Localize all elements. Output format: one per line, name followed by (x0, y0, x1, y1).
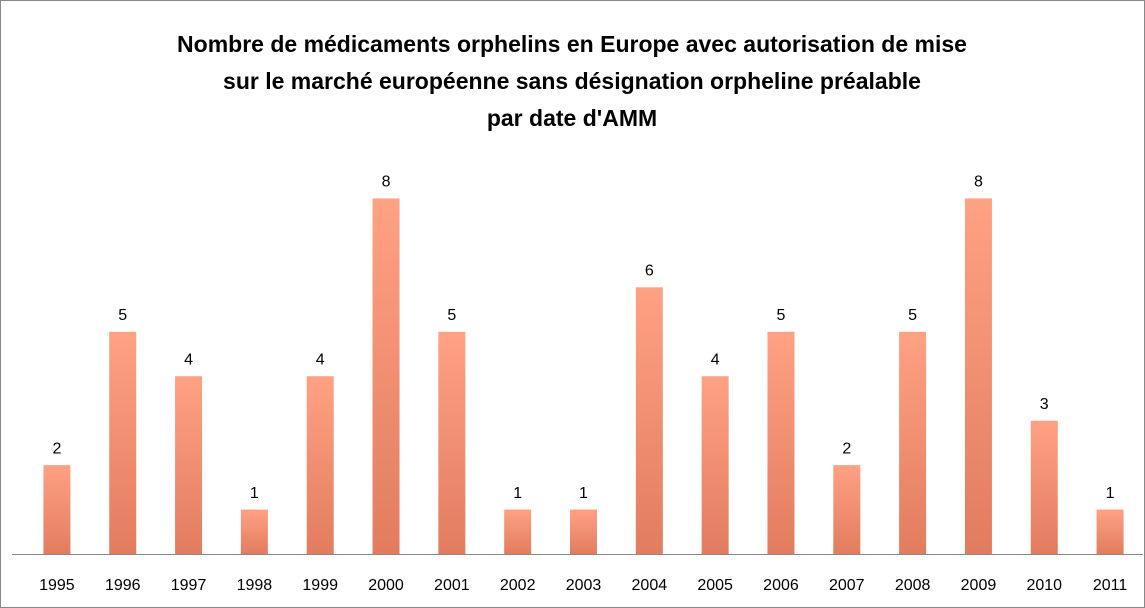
bar (833, 465, 861, 554)
bar (306, 376, 334, 554)
bar (767, 331, 795, 554)
data-label: 8 (974, 174, 983, 191)
x-tick-label: 2005 (697, 577, 733, 594)
data-label: 5 (908, 307, 917, 324)
x-tick-label: 2003 (566, 577, 602, 594)
data-label: 4 (316, 351, 325, 368)
x-tick-label: 2006 (763, 577, 799, 594)
data-label: 1 (513, 485, 522, 502)
data-label: 3 (1040, 396, 1049, 413)
data-label: 2 (842, 440, 851, 457)
x-tick-label: 2007 (829, 577, 865, 594)
x-tick-label: 1998 (237, 577, 273, 594)
x-tick-label: 2011 (1093, 577, 1128, 594)
bar (1030, 420, 1058, 554)
x-tick-label: 2001 (434, 577, 470, 594)
chart-title: Nombre de médicaments orphelins en Europ… (177, 31, 967, 57)
bar (109, 331, 137, 554)
data-label: 2 (52, 440, 61, 457)
x-tick-label: 2000 (368, 577, 404, 594)
x-tick-label: 2002 (500, 577, 536, 594)
bar (175, 376, 203, 554)
x-tick-label: 2008 (895, 577, 931, 594)
bar (372, 198, 400, 554)
x-tick-label: 2004 (632, 577, 668, 594)
data-label: 4 (184, 351, 193, 368)
chart-title: par date d'AMM (487, 105, 657, 131)
chart-title: sur le marché européenne sans désignatio… (223, 68, 921, 94)
bar (1096, 509, 1124, 554)
bar (504, 509, 532, 554)
data-label: 4 (711, 351, 720, 368)
data-label: 5 (118, 307, 127, 324)
bar (240, 509, 268, 554)
bar (635, 287, 663, 554)
x-tick-label: 1997 (171, 577, 207, 594)
bar (438, 331, 466, 554)
data-label: 5 (777, 307, 786, 324)
bar (43, 465, 71, 554)
data-label: 1 (579, 485, 588, 502)
data-label: 1 (250, 485, 259, 502)
data-label: 8 (382, 174, 391, 191)
x-tick-label: 2009 (961, 577, 997, 594)
data-label: 1 (1106, 485, 1115, 502)
bar (964, 198, 992, 554)
data-label: 6 (645, 263, 654, 280)
bar (570, 509, 597, 554)
data-label: 5 (447, 307, 456, 324)
x-tick-label: 2010 (1026, 577, 1062, 594)
bar (701, 376, 729, 554)
x-tick-label: 1995 (39, 577, 75, 594)
bar (899, 331, 927, 554)
x-tick-label: 1999 (302, 577, 338, 594)
x-tick-label: 1996 (105, 577, 141, 594)
